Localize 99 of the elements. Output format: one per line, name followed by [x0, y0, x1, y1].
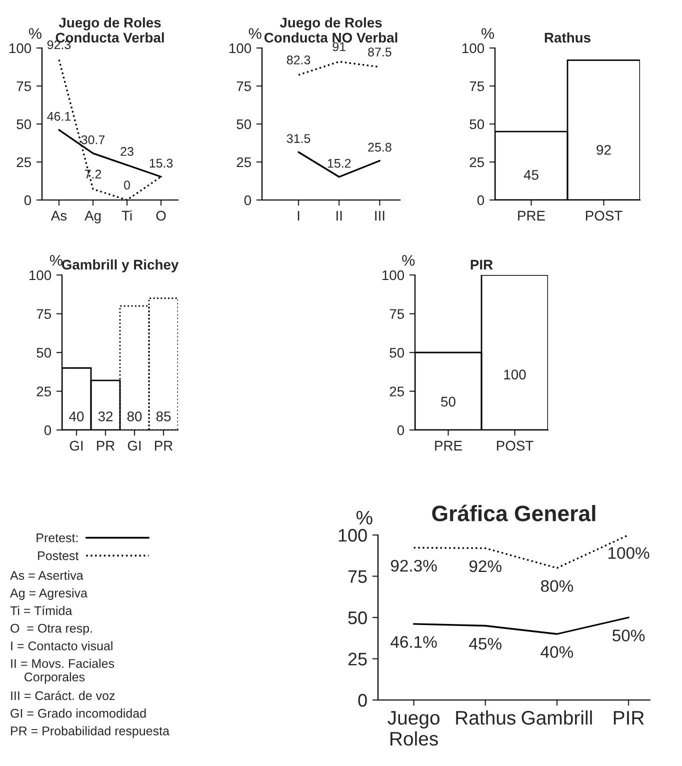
y-tick-label: 0 — [397, 425, 404, 436]
y-tick-label: 25 — [236, 157, 252, 168]
y-axis-title: % — [50, 255, 62, 266]
y-tick-label: 50 — [236, 119, 252, 130]
y-tick-label: 50 — [348, 611, 367, 624]
y-tick-label: 25 — [470, 157, 484, 168]
data-label: 50 — [441, 396, 456, 407]
y-tick-label: 100 — [9, 43, 32, 54]
x-tick-label: PR — [154, 440, 172, 450]
data-label: 45% — [469, 638, 502, 650]
y-tick-label: 75 — [390, 309, 404, 319]
y-tick-label: 75 — [470, 81, 484, 92]
chart-title: Rathus — [544, 32, 590, 43]
legend-label: Pretest: — [36, 534, 78, 542]
data-label: 32 — [98, 411, 113, 422]
x-tick-label: POST — [496, 440, 534, 451]
data-label: 15.3 — [150, 158, 173, 168]
data-label: 40 — [69, 411, 84, 422]
y-tick-label: 25 — [348, 652, 367, 666]
y-tick-label: 0 — [244, 195, 252, 206]
y-axis-title: % — [402, 255, 415, 266]
x-tick-label: Rathus — [456, 710, 516, 725]
x-tick-label: PRE — [518, 210, 545, 220]
x-tick-label: GI — [128, 440, 141, 451]
legend-label: Postest — [38, 551, 79, 560]
y-tick-label: 75 — [16, 81, 32, 92]
y-tick-label: 0 — [44, 425, 52, 436]
text: Ag = Agresiva — [10, 588, 88, 600]
data-label: 46.1 — [47, 112, 71, 121]
x-tick-label: Ti — [122, 210, 132, 220]
data-label: 80 — [127, 411, 142, 422]
data-label: 82.3 — [286, 56, 310, 64]
x-tick-label: As — [50, 210, 67, 221]
y-tick-label: 100 — [229, 43, 252, 54]
data-label: 30.7 — [81, 135, 105, 144]
text: O = Otra resp. — [10, 624, 92, 636]
chart-title: PIR — [470, 260, 493, 270]
y-axis-title: % — [28, 28, 42, 39]
data-label: 40% — [540, 646, 574, 658]
text: I = Contacto visual — [11, 641, 112, 650]
data-label: 92 — [596, 144, 611, 155]
y-tick-label: 0 — [358, 694, 367, 707]
text: II = Movs. Faciales Corporales — [11, 658, 114, 684]
y-tick-label: 100 — [338, 528, 367, 542]
x-tick-label: PRE — [435, 440, 462, 450]
y-tick-label: 50 — [470, 119, 484, 130]
data-label: 31.5 — [286, 134, 310, 143]
y-tick-label: 25 — [390, 386, 404, 396]
text: PR = Probabilidad respuesta — [11, 726, 170, 738]
data-label: 23 — [120, 147, 134, 156]
y-tick-label: 25 — [36, 386, 52, 396]
y-tick-label: 75 — [236, 81, 252, 92]
y-tick-label: 0 — [477, 195, 484, 206]
x-tick-label: PIR — [614, 711, 644, 725]
x-tick-label: POST — [586, 210, 622, 221]
x-tick-label: I — [298, 210, 300, 220]
y-tick-label: 50 — [36, 348, 52, 358]
data-label: 92% — [469, 560, 502, 572]
y-axis-title: % — [356, 510, 372, 524]
x-tick-label: III — [375, 210, 384, 220]
y-tick-label: 50 — [390, 348, 404, 358]
y-axis-title: % — [482, 28, 494, 39]
y-tick-label: 100 — [462, 43, 484, 54]
data-label: 46.1% — [390, 636, 437, 648]
x-tick-label: PR — [96, 440, 114, 450]
x-tick-label: Ag — [84, 210, 101, 224]
chart-title: Gambrill y Richey — [62, 259, 179, 272]
data-label: 50% — [612, 630, 645, 642]
data-label: 80% — [540, 580, 574, 592]
x-tick-label: GI — [70, 440, 83, 451]
data-label: 45 — [524, 170, 538, 180]
data-label: 85 — [156, 411, 171, 422]
x-tick-label: II — [336, 210, 342, 220]
x-tick-label: O — [156, 210, 166, 221]
text: GI = Grado incomodidad — [10, 708, 146, 718]
data-label: 100% — [608, 547, 650, 559]
chart-title: Gráfica General — [432, 504, 596, 522]
y-tick-label: 100 — [29, 270, 52, 280]
y-tick-label: 25 — [16, 157, 32, 168]
y-tick-label: 100 — [382, 270, 404, 280]
y-tick-label: 0 — [24, 195, 32, 206]
data-label: 7.2 — [84, 170, 102, 178]
x-tick-label: Juego Roles — [388, 711, 440, 746]
text: As = Asertiva — [10, 570, 84, 580]
text: III = Caráct. de voz — [11, 690, 115, 700]
data-label: 91 — [332, 42, 346, 52]
data-label: 0 — [124, 180, 130, 190]
text: Ti = Tímida — [10, 606, 72, 616]
y-tick-label: 75 — [348, 570, 367, 583]
data-label: 25.8 — [368, 142, 392, 152]
y-tick-label: 50 — [16, 119, 32, 130]
data-label: 87.5 — [368, 48, 392, 56]
x-tick-label: Gambrill — [522, 710, 592, 725]
data-label: 92.3% — [390, 560, 437, 572]
data-label: 100 — [504, 370, 526, 380]
data-label: 15.2 — [328, 158, 351, 168]
y-tick-label: 75 — [36, 309, 52, 319]
y-axis-title: % — [248, 28, 262, 39]
chart-title: Juego de Roles Conducta NO Verbal — [264, 17, 398, 43]
